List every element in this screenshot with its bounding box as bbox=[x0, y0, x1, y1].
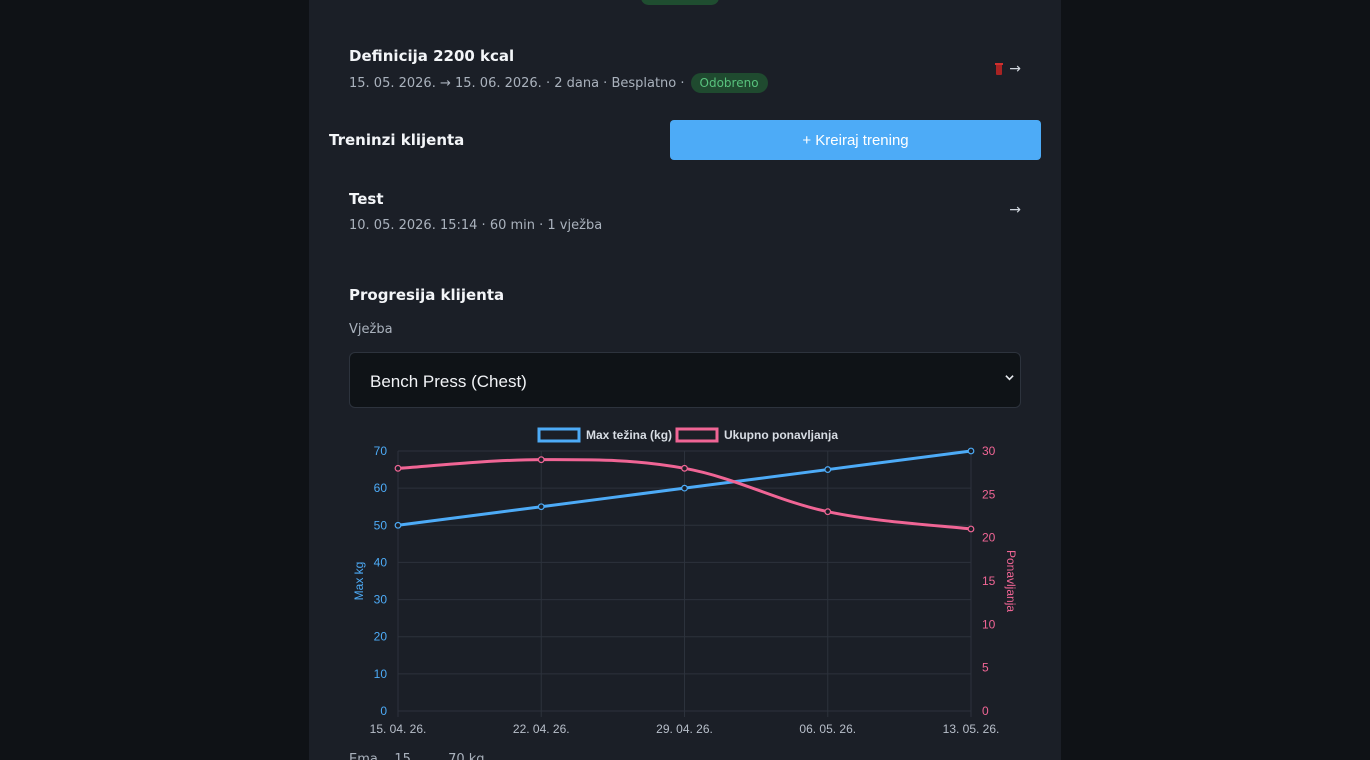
trainings-header: Treninzi klijenta + Kreiraj trening bbox=[329, 120, 1041, 160]
create-training-button[interactable]: + Kreiraj trening bbox=[670, 120, 1041, 160]
x-tick-label: 15. 04. 26. bbox=[370, 722, 427, 736]
y-right-axis-title: Ponavljanja bbox=[1004, 550, 1018, 612]
y-left-tick-label: 70 bbox=[374, 444, 388, 458]
plan-title: Definicija 2200 kcal bbox=[349, 47, 515, 65]
nutrition-plan-item[interactable]: Definicija 2200 kcal 15. 05. 2026. → 15.… bbox=[349, 47, 1021, 99]
y-left-tick-label: 10 bbox=[374, 667, 388, 681]
y-left-tick-label: 30 bbox=[374, 593, 388, 607]
reps-data-point bbox=[681, 464, 688, 472]
training-title: Test bbox=[349, 190, 384, 208]
client-detail-panel: Definicija 2200 kcal 15. 05. 2026. → 15.… bbox=[309, 0, 1061, 760]
exercise-label: Vježba bbox=[349, 322, 393, 337]
y-left-tick-label: 40 bbox=[374, 555, 388, 569]
y-left-tick-label: 60 bbox=[374, 481, 388, 495]
legend-label: Ukupno ponavljanja bbox=[724, 428, 838, 442]
y-right-tick-label: 30 bbox=[982, 444, 996, 458]
plan-open-arrow-icon[interactable]: → bbox=[1009, 61, 1021, 77]
cut-off-badge bbox=[641, 0, 719, 5]
y-left-tick-label: 20 bbox=[374, 630, 388, 644]
exercise-select[interactable]: Bench Press (Chest) bbox=[349, 352, 1021, 408]
y-left-tick-label: 50 bbox=[374, 518, 388, 532]
y-right-tick-label: 0 bbox=[982, 704, 989, 718]
weight-data-point bbox=[394, 521, 402, 529]
x-tick-label: 22. 04. 26. bbox=[513, 722, 570, 736]
weight-data-point bbox=[824, 466, 832, 473]
reps-data-point bbox=[967, 525, 975, 533]
status-badge: Odobreno bbox=[690, 73, 768, 93]
plan-meta-text: 15. 05. 2026. → 15. 06. 2026. · 2 dana ·… bbox=[349, 75, 685, 91]
weight-data-point bbox=[537, 503, 545, 511]
reps-data-point bbox=[824, 508, 832, 516]
training-list-item[interactable]: Test 10. 05. 2026. 15:14 · 60 min · 1 vj… bbox=[349, 190, 1021, 240]
weight-data-point bbox=[967, 447, 975, 455]
progress-chart: 0 10 20 30 40 50 60 70 0 5 10 15 20 25 30 15. 04. 26. 22… bbox=[352, 427, 1018, 736]
legend-label: Max težina (kg) bbox=[586, 428, 672, 442]
reps-data-point bbox=[394, 464, 402, 472]
plan-meta: 15. 05. 2026. → 15. 06. 2026. · 2 dana ·… bbox=[349, 73, 768, 93]
trainings-title: Treninzi klijenta bbox=[329, 131, 465, 149]
summary-text: Ema... 15 ... ... 70 kg bbox=[349, 752, 485, 760]
y-right-tick-label: 25 bbox=[982, 487, 996, 501]
y-right-tick-label: 15 bbox=[982, 574, 996, 588]
trash-icon[interactable] bbox=[995, 63, 1004, 75]
exercise-select-value: Bench Press (Chest) bbox=[370, 372, 527, 391]
weight-data-point bbox=[681, 484, 688, 492]
x-tick-label: 29. 04. 26. bbox=[656, 722, 713, 736]
progress-title: Progresija klijenta bbox=[349, 286, 505, 304]
reps-data-point bbox=[537, 456, 545, 464]
x-tick-label: 13. 05. 26. bbox=[943, 722, 1000, 736]
plan-actions: → bbox=[995, 61, 1021, 77]
y-left-tick-label: 0 bbox=[380, 704, 387, 718]
legend-swatch bbox=[675, 427, 719, 443]
training-meta: 10. 05. 2026. 15:14 · 60 min · 1 vježba bbox=[349, 218, 603, 233]
chevron-down-icon bbox=[1005, 375, 1014, 381]
y-left-axis-title: Max kg bbox=[352, 562, 366, 601]
y-right-tick-label: 5 bbox=[982, 661, 989, 675]
training-open-arrow-icon[interactable]: → bbox=[1009, 202, 1021, 218]
x-tick-label: 06. 05. 26. bbox=[799, 722, 856, 736]
legend-swatch bbox=[537, 427, 581, 443]
y-right-tick-label: 20 bbox=[982, 531, 996, 545]
y-right-tick-label: 10 bbox=[982, 617, 996, 631]
